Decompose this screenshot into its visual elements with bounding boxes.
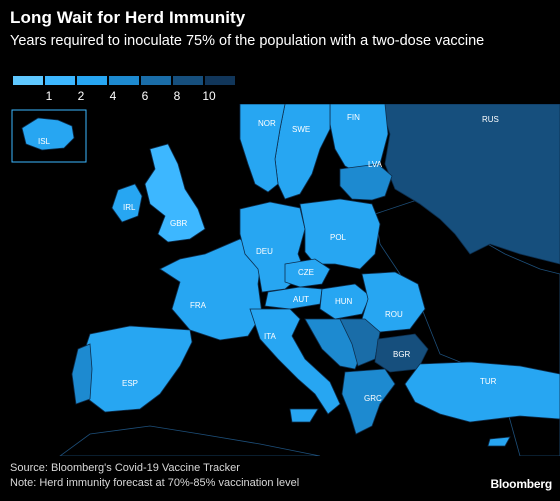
label-pol: POL [330, 233, 347, 242]
bloomberg-logo: Bloomberg [490, 477, 552, 491]
legend-swatch-3 [77, 76, 107, 85]
label-swe: SWE [292, 125, 310, 134]
country-hun [319, 283, 371, 320]
country-irl [111, 183, 143, 223]
label-rou: ROU [385, 310, 403, 319]
country-ita [249, 308, 341, 415]
label-irl: IRL [123, 203, 136, 212]
legend-swatch-4 [109, 76, 139, 85]
legend-swatch-1 [13, 76, 43, 85]
legend-swatch-7 [205, 76, 235, 85]
portugal-region [71, 343, 93, 405]
legend-tick-4: 4 [109, 89, 117, 103]
legend-color-bar [13, 76, 237, 85]
source-note: Source: Bloomberg's Covid-19 Vaccine Tra… [10, 462, 240, 474]
country-aut [264, 286, 323, 310]
legend-swatch-5 [141, 76, 171, 85]
legend-tick-10: 10 [202, 89, 216, 103]
label-nor: NOR [258, 119, 276, 128]
country-rou [361, 271, 426, 333]
label-hun: HUN [335, 297, 353, 306]
cyprus-region [487, 436, 511, 447]
label-rus: RUS [482, 115, 499, 124]
footnotes: Source: Bloomberg's Covid-19 Vaccine Tra… [10, 461, 299, 491]
label-grc: GRC [364, 394, 382, 403]
label-lva: LVA [368, 160, 383, 169]
label-aut: AUT [293, 295, 309, 304]
country-pol [299, 198, 381, 270]
country-lva [339, 163, 393, 201]
map-svg: ISL NOR SWE FIN RUS LVA IRL GBR DEU POL … [0, 104, 560, 456]
legend-swatch-2 [45, 76, 75, 85]
label-cze: CZE [298, 268, 314, 277]
label-esp: ESP [122, 379, 138, 388]
label-ita: ITA [264, 332, 277, 341]
label-fin: FIN [347, 113, 360, 122]
legend-tick-1: 1 [45, 89, 53, 103]
legend-tick-2: 2 [77, 89, 85, 103]
label-isl: ISL [38, 137, 51, 146]
country-cze [284, 258, 331, 288]
country-rus [379, 104, 560, 265]
legend-tick-8: 8 [173, 89, 181, 103]
country-isl [21, 117, 75, 151]
label-tur: TUR [480, 377, 497, 386]
legend-tick-6: 6 [141, 89, 149, 103]
country-nor [239, 104, 286, 193]
label-deu: DEU [256, 247, 273, 256]
country-tur [404, 361, 560, 423]
methodology-note: Note: Herd immunity forecast at 70%-85% … [10, 477, 300, 489]
legend-swatch-6 [173, 76, 203, 85]
europe-map: ISL NOR SWE FIN RUS LVA IRL GBR DEU POL … [0, 104, 560, 456]
label-fra: FRA [190, 301, 207, 310]
country-gbr [144, 143, 206, 243]
chart-subtitle: Years required to inoculate 75% of the p… [10, 33, 485, 49]
sicily-region [289, 408, 319, 423]
country-grc [341, 368, 396, 435]
label-bgr: BGR [393, 350, 411, 359]
color-legend: 1 2 4 6 8 10 [13, 76, 235, 106]
label-gbr: GBR [170, 219, 188, 228]
chart-title: Long Wait for Herd Immunity [10, 8, 246, 27]
north-africa-land [59, 425, 321, 456]
